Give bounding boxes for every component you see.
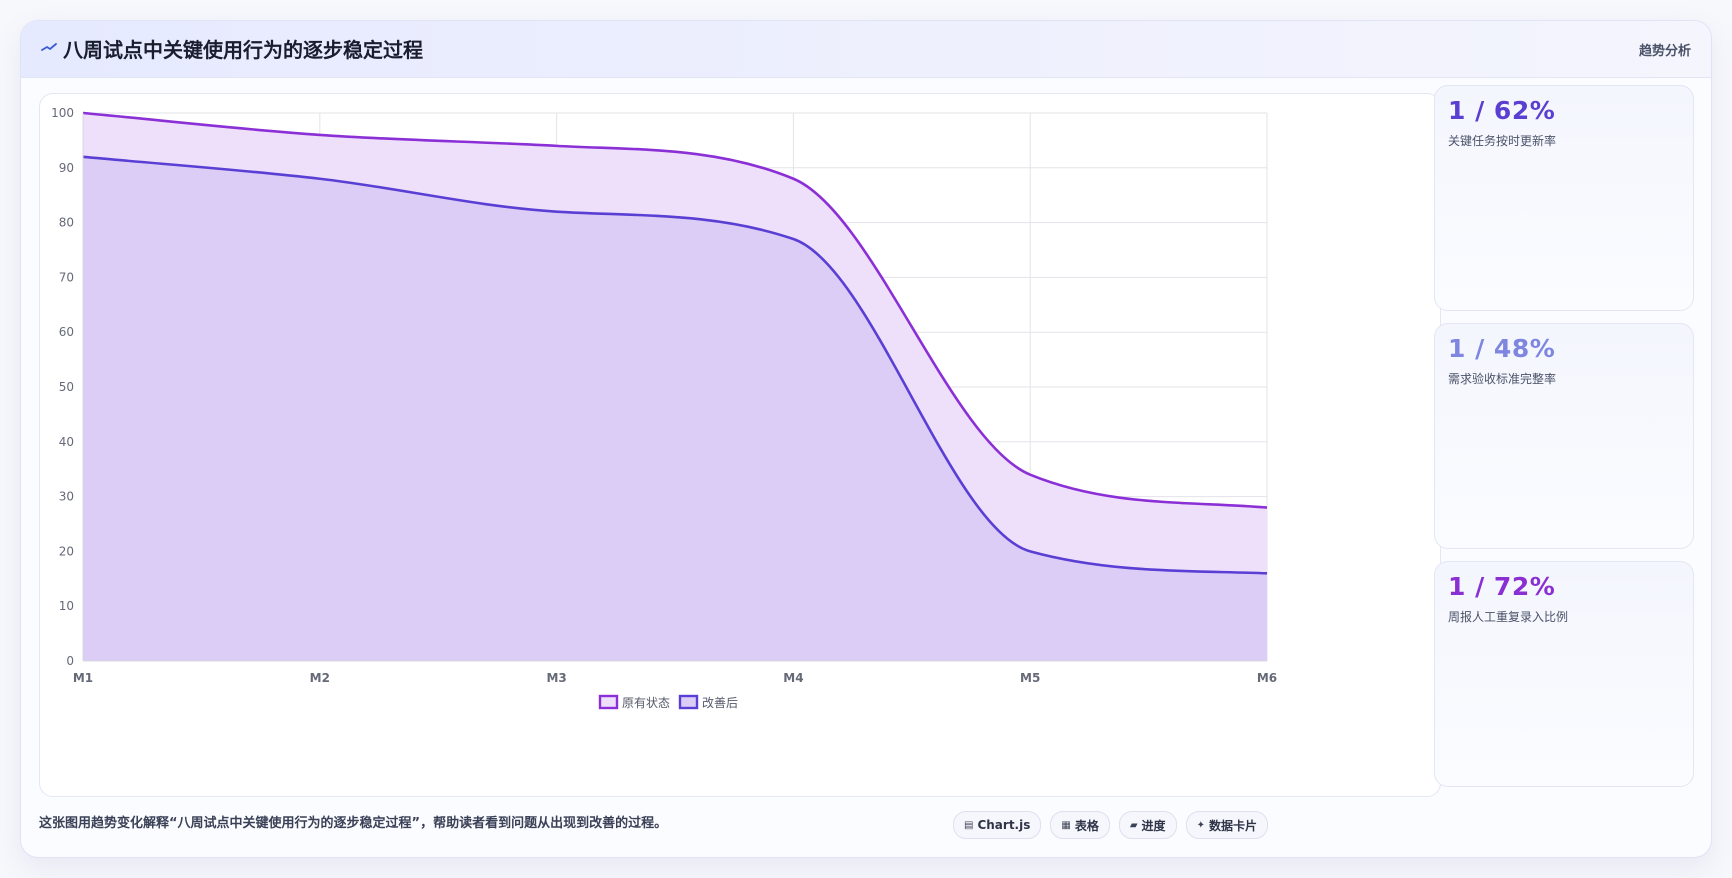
kpi-value: 1 / 62% (1448, 96, 1556, 125)
kpi-label: 周报人工重复录入比例 (1448, 610, 1569, 624)
y-tick-label: 90 (59, 161, 74, 175)
chart-caption: 这张图用趋势变化解释“八周试点中关键使用行为的逐步稳定过程”，帮助读者看到问题从… (39, 816, 668, 831)
kpi-label: 关键任务按时更新率 (1448, 134, 1557, 148)
y-tick-label: 0 (66, 654, 74, 668)
x-tick-label: M1 (73, 671, 93, 685)
legend-label: 原有状态 (622, 696, 670, 710)
x-tick-label: M6 (1257, 671, 1277, 685)
kpi-card-rework-ratio: 1 / 72% 周报人工重复录入比例 (1434, 561, 1694, 787)
x-tick-label: M2 (310, 671, 330, 685)
page-title: 八周试点中关键使用行为的逐步稳定过程 (63, 38, 423, 62)
chip-label: 进度 (1141, 818, 1166, 833)
chip-group: ▤ Chart.js ▦ 表格 ▰ 进度 ✦ 数据卡片 (953, 811, 1268, 839)
chip-table[interactable]: ▦ 表格 (1050, 811, 1110, 839)
series-line-1 (82, 155, 1268, 575)
chip-label: Chart.js (977, 818, 1031, 832)
y-tick-label: 40 (59, 435, 74, 449)
chip-label: 表格 (1074, 818, 1099, 833)
y-tick-label: 20 (59, 544, 74, 558)
y-tick-label: 60 (59, 325, 74, 339)
y-tick-label: 30 (59, 490, 74, 504)
x-tick-label: M5 (1020, 671, 1040, 685)
y-tick-label: 70 (59, 270, 74, 284)
legend-swatch (598, 694, 619, 710)
x-tick-label: M4 (783, 671, 803, 685)
chip-data-cards[interactable]: ✦ 数据卡片 (1185, 811, 1268, 839)
area-chart: 0 10 20 30 40 50 60 70 80 90 100 M1 M2 M3 M4 M5 M6 原有状态 改善… (51, 106, 1277, 710)
y-tick-label: 80 (59, 216, 74, 230)
header-tag: 趋势分析 (1638, 44, 1691, 59)
trend-line-icon (41, 43, 57, 51)
progress-icon: ▰ (1129, 819, 1138, 831)
series-line-0 (82, 111, 1268, 509)
dashboard-card: 八周试点中关键使用行为的逐步稳定过程 趋势分析 0 10 20 30 40 50 60 70 8… (20, 20, 1712, 858)
kpi-label: 需求验收标准完整率 (1448, 372, 1557, 386)
chip-chartjs[interactable]: ▤ Chart.js (953, 811, 1042, 839)
card-header: 八周试点中关键使用行为的逐步稳定过程 趋势分析 (21, 21, 1711, 78)
y-tick-label: 10 (59, 599, 74, 613)
kpi-value: 1 / 72% (1448, 572, 1556, 601)
kpi-value: 1 / 48% (1448, 334, 1556, 363)
legend-label: 改善后 (702, 695, 738, 710)
y-tick-label: 100 (51, 106, 74, 120)
kpi-card-acceptance-rate: 1 / 48% 需求验收标准完整率 (1434, 323, 1694, 549)
legend-swatch (678, 694, 699, 710)
chip-progress[interactable]: ▰ 进度 (1118, 811, 1177, 839)
chip-label: 数据卡片 (1208, 818, 1257, 833)
x-tick-label: M3 (546, 671, 566, 685)
series-area-1 (83, 156, 1267, 661)
chart-icon: ▤ (964, 819, 974, 831)
y-tick-label: 50 (59, 380, 74, 394)
sparkle-icon: ✦ (1196, 819, 1205, 831)
kpi-card-update-rate: 1 / 62% 关键任务按时更新率 (1434, 85, 1694, 311)
chart-panel: 0 10 20 30 40 50 60 70 80 90 100 M1 M2 M3 M4 M5 M6 原有状态 改善… (39, 93, 1441, 797)
table-icon: ▦ (1061, 819, 1071, 831)
